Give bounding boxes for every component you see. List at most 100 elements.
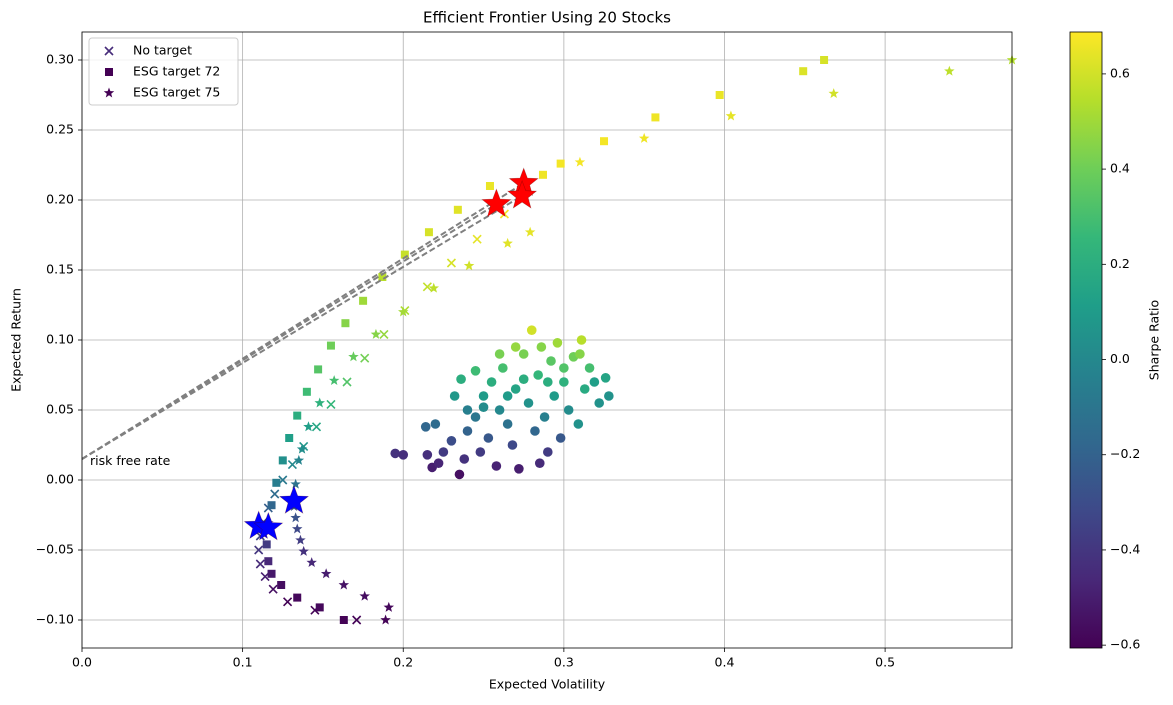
star-marker [725, 110, 737, 121]
star-marker [638, 132, 650, 143]
portfolio-point [478, 402, 489, 413]
portfolio-point [600, 373, 611, 383]
x-marker [352, 615, 362, 625]
portfolio-point [604, 391, 614, 401]
star-marker [314, 397, 325, 408]
square-marker [400, 250, 409, 259]
square-marker [302, 387, 311, 396]
portfolio-point [456, 374, 466, 385]
portfolio-point [584, 363, 595, 373]
portfolio-point [398, 450, 409, 460]
portfolio-point [494, 349, 505, 359]
colorbar-label: Sharpe Ratio [1147, 300, 1162, 380]
square-marker [105, 68, 113, 76]
legend-label: No target [133, 43, 192, 58]
x-tick-label: 0.4 [715, 655, 735, 670]
portfolio-point [430, 419, 441, 429]
y-tick-label: 0.05 [46, 402, 74, 417]
x-tick-label: 0.0 [72, 655, 92, 670]
y-tick-label: 0.15 [46, 262, 74, 277]
star-marker [293, 454, 305, 465]
square-marker [277, 581, 286, 589]
star-marker [338, 579, 350, 590]
star-marker [303, 421, 314, 432]
star-marker [463, 260, 475, 271]
portfolio-point [594, 398, 605, 408]
square-marker [264, 557, 273, 566]
portfolio-point [510, 342, 521, 352]
portfolio-point [518, 349, 529, 359]
x-marker [311, 422, 322, 432]
portfolio-point [543, 377, 553, 387]
min-volatility-star [253, 511, 284, 541]
x-marker [268, 584, 278, 594]
portfolio-point [498, 363, 508, 373]
portfolio-point [494, 405, 505, 415]
legend-label: ESG target 75 [133, 85, 220, 100]
portfolio-point [438, 447, 449, 457]
portfolio-point [483, 433, 494, 443]
star-marker [428, 282, 439, 293]
colorbar-tick-label: −0.4 [1110, 541, 1140, 556]
x-marker [360, 353, 370, 363]
star-marker [298, 545, 309, 556]
portfolio-point [462, 405, 473, 415]
portfolio-point [491, 461, 502, 471]
star-marker [290, 478, 301, 489]
square-marker [293, 593, 302, 602]
portfolio-point [539, 412, 550, 422]
y-tick-label: 0.30 [46, 52, 74, 67]
square-marker [314, 365, 323, 374]
x-marker [422, 282, 432, 292]
y-tick-label: −0.05 [36, 542, 74, 557]
x-marker [472, 234, 482, 244]
portfolio-point [533, 370, 543, 380]
portfolio-point [589, 377, 600, 387]
x-tick-label: 0.1 [233, 655, 253, 670]
portfolio-point [543, 447, 553, 457]
portfolio-point [507, 440, 518, 450]
legend-box [88, 37, 239, 106]
square-marker [485, 182, 494, 190]
square-marker [378, 273, 387, 281]
star-marker [370, 328, 382, 339]
star-marker [383, 601, 395, 612]
colorbar-tick-label: −0.2 [1110, 446, 1140, 461]
chart-title: Efficient Frontier Using 20 Stocks [423, 9, 671, 27]
star-marker [296, 443, 308, 454]
annotation: risk free rate [90, 453, 171, 468]
square-marker [359, 296, 368, 305]
legend-label: ESG target 72 [133, 64, 220, 79]
y-tick-label: 0.00 [46, 472, 74, 487]
portfolio-point [502, 419, 513, 429]
colorbar-tick-label: 0.2 [1110, 256, 1130, 271]
capital-market-line [81, 203, 497, 460]
square-marker [267, 501, 276, 510]
x-marker [104, 46, 114, 56]
star-marker [292, 523, 303, 534]
portfolio-point [510, 384, 521, 394]
portfolio-point [502, 391, 513, 401]
portfolio-point [546, 356, 556, 366]
star-marker [359, 590, 370, 601]
x-marker [283, 597, 293, 607]
legend: No target ESG target 72 ESG target 75 [88, 37, 239, 106]
portfolio-point [486, 377, 497, 387]
portfolio-point [549, 391, 560, 401]
portfolio-point [470, 366, 481, 376]
y-axis-label: Expected Return [9, 288, 24, 392]
x-marker [255, 559, 265, 569]
portfolio-point [576, 335, 587, 345]
x-marker [270, 489, 280, 499]
star-marker [524, 226, 536, 237]
square-marker [262, 540, 271, 549]
portfolio-point [526, 325, 537, 336]
x-marker [446, 258, 456, 268]
square-marker [538, 170, 547, 179]
portfolio-point [523, 398, 534, 408]
portfolio-point [433, 458, 444, 469]
square-marker [278, 456, 287, 465]
square-marker [799, 67, 808, 76]
portfolio-point [575, 349, 585, 359]
star-marker [306, 557, 317, 568]
